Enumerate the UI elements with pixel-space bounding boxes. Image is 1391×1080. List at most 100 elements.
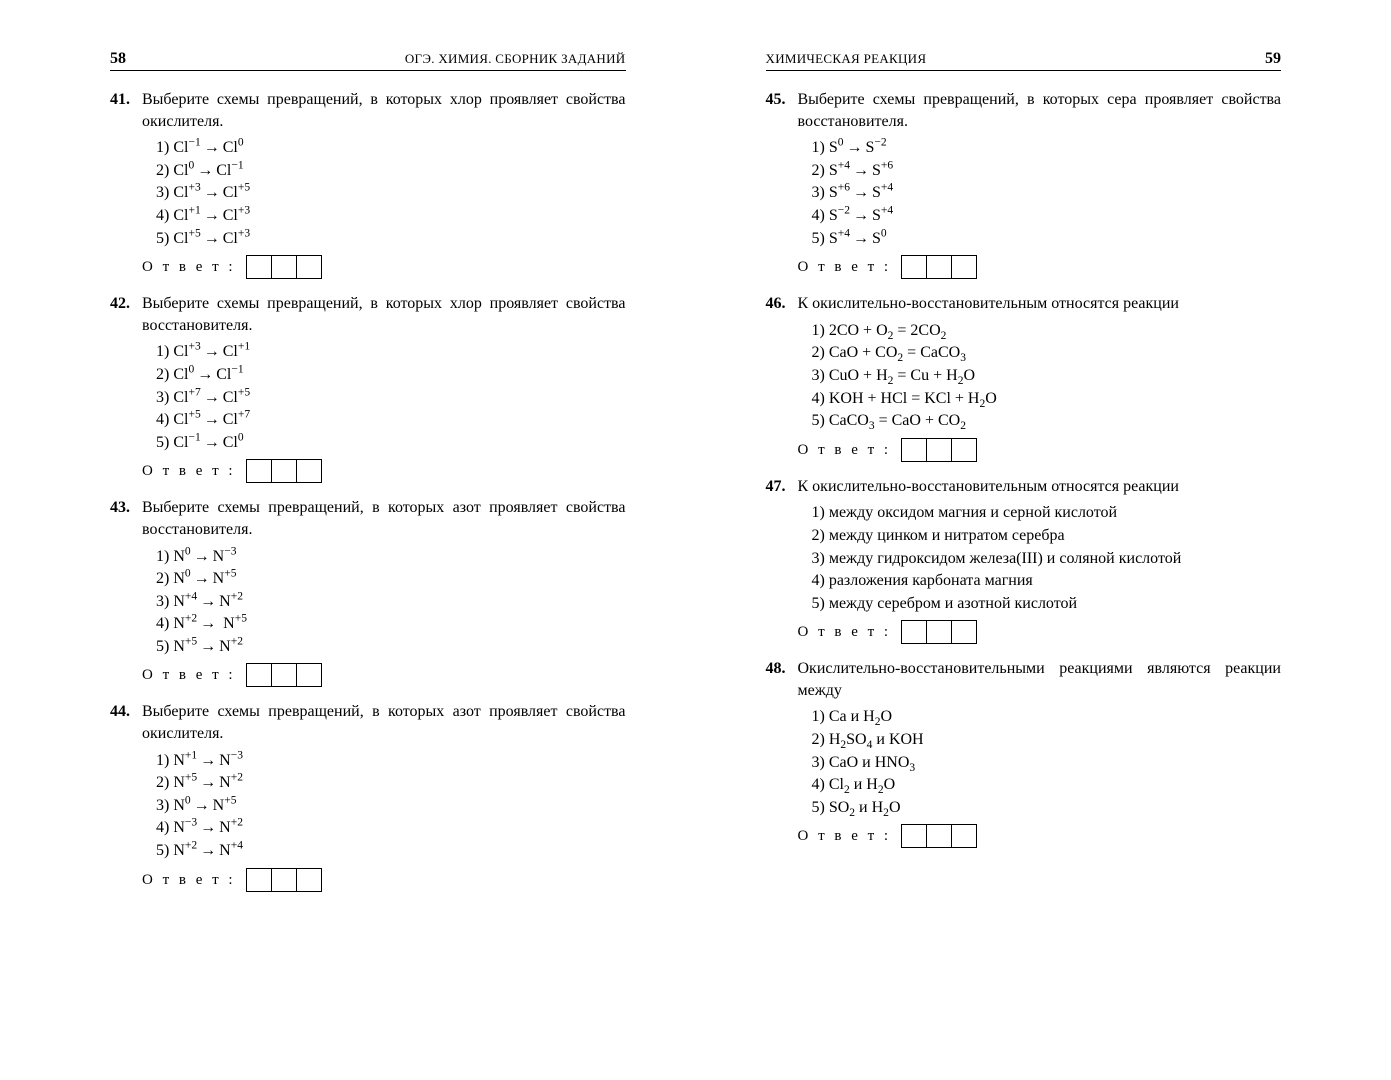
options-list: 1) Cl+3→Cl+1 2) Cl0→Cl−1 3) Cl+7→Cl+5 4)… xyxy=(156,341,626,453)
problem-47: 47. К окислительно-восстановительным отн… xyxy=(766,476,1282,645)
answer-box[interactable] xyxy=(296,868,322,892)
problem-head: 41. Выберите схемы превращений, в которы… xyxy=(110,89,626,132)
problem-number: 43. xyxy=(110,497,142,519)
options-list: 1) между оксидом магния и серной кислото… xyxy=(812,502,1282,614)
problem-text: К окислительно-восстановительным относят… xyxy=(798,476,1179,498)
option: 2) между цинком и нитратом серебра xyxy=(812,525,1282,547)
options-list: 1) 2CO + O2 = 2CO2 2) CaO + CO2 = CaCO3 … xyxy=(812,320,1282,432)
problem-43: 43. Выберите схемы превращений, в которы… xyxy=(110,497,626,687)
option: 5) Cl+5→Cl+3 xyxy=(156,228,626,250)
answer-box[interactable] xyxy=(951,620,977,644)
answer-label: О т в е т : xyxy=(798,257,892,277)
option: 1) Cl−1→Cl0 xyxy=(156,137,626,159)
problem-text: Выберите схемы превращений, в которых аз… xyxy=(142,701,626,744)
problem-text: К окислительно-восстановительным относят… xyxy=(798,293,1179,315)
problem-number: 44. xyxy=(110,701,142,723)
option: 2) N0→N+5 xyxy=(156,568,626,590)
answer-box[interactable] xyxy=(926,438,952,462)
answer-box[interactable] xyxy=(901,620,927,644)
problem-text: Выберите схемы превращений, в которых се… xyxy=(798,89,1282,132)
answer-box[interactable] xyxy=(951,438,977,462)
problem-number: 42. xyxy=(110,293,142,315)
option: 1) N0→N−3 xyxy=(156,546,626,568)
page-header-right: ХИМИЧЕСКАЯ РЕАКЦИЯ 59 xyxy=(766,50,1282,71)
option: 4) S−2→S+4 xyxy=(812,205,1282,227)
answer-box[interactable] xyxy=(296,663,322,687)
answer-row: О т в е т : xyxy=(142,255,626,279)
problem-45: 45. Выберите схемы превращений, в которы… xyxy=(766,89,1282,279)
answer-label: О т в е т : xyxy=(142,665,236,685)
answer-box[interactable] xyxy=(271,255,297,279)
answer-label: О т в е т : xyxy=(142,461,236,481)
answer-box[interactable] xyxy=(901,824,927,848)
answer-box[interactable] xyxy=(246,255,272,279)
page-spread: 58 ОГЭ. ХИМИЯ. СБОРНИК ЗАДАНИЙ 41. Выбер… xyxy=(0,0,1391,1080)
answer-boxes[interactable] xyxy=(246,868,322,892)
answer-box[interactable] xyxy=(296,255,322,279)
option: 2) Cl0→Cl−1 xyxy=(156,160,626,182)
answer-box[interactable] xyxy=(901,255,927,279)
answer-box[interactable] xyxy=(951,824,977,848)
options-list: 1) Ca и H2O 2) H2SO4 и KOH 3) CaO и HNO3… xyxy=(812,706,1282,818)
problem-text: Выберите схемы превращений, в которых хл… xyxy=(142,293,626,336)
answer-box[interactable] xyxy=(296,459,322,483)
answer-boxes[interactable] xyxy=(901,620,977,644)
option: 3) CuO + H2 = Cu + H2O xyxy=(812,365,1282,387)
answer-box[interactable] xyxy=(271,459,297,483)
answer-label: О т в е т : xyxy=(798,622,892,642)
page-number-left: 58 xyxy=(110,50,126,68)
option: 5) SO2 и H2O xyxy=(812,797,1282,819)
answer-row: О т в е т : xyxy=(798,255,1282,279)
option: 3) CaO и HNO3 xyxy=(812,752,1282,774)
answer-box[interactable] xyxy=(271,868,297,892)
page-left: 58 ОГЭ. ХИМИЯ. СБОРНИК ЗАДАНИЙ 41. Выбер… xyxy=(0,50,696,1030)
option: 5) между серебром и азотной кислотой xyxy=(812,593,1282,615)
options-list: 1) N0→N−3 2) N0→N+5 3) N+4→N+2 4) N+2→ N… xyxy=(156,546,626,658)
answer-box[interactable] xyxy=(926,824,952,848)
problem-head: 48. Окислительно-восстановительными реак… xyxy=(766,658,1282,701)
option: 4) Cl+1→Cl+3 xyxy=(156,205,626,227)
option: 1) S0→S−2 xyxy=(812,137,1282,159)
option: 4) N+2→ N+5 xyxy=(156,613,626,635)
answer-boxes[interactable] xyxy=(246,663,322,687)
problem-head: 43. Выберите схемы превращений, в которы… xyxy=(110,497,626,540)
answer-boxes[interactable] xyxy=(246,459,322,483)
option: 5) Cl−1→Cl0 xyxy=(156,432,626,454)
answer-box[interactable] xyxy=(926,255,952,279)
problem-head: 45. Выберите схемы превращений, в которы… xyxy=(766,89,1282,132)
answer-box[interactable] xyxy=(246,459,272,483)
answer-row: О т в е т : xyxy=(142,459,626,483)
answer-box[interactable] xyxy=(926,620,952,644)
answer-label: О т в е т : xyxy=(798,440,892,460)
answer-box[interactable] xyxy=(271,663,297,687)
problem-number: 46. xyxy=(766,293,798,315)
answer-label: О т в е т : xyxy=(142,257,236,277)
answer-box[interactable] xyxy=(901,438,927,462)
problem-head: 42. Выберите схемы превращений, в которы… xyxy=(110,293,626,336)
answer-row: О т в е т : xyxy=(142,868,626,892)
answer-boxes[interactable] xyxy=(901,255,977,279)
header-title-left: ОГЭ. ХИМИЯ. СБОРНИК ЗАДАНИЙ xyxy=(405,51,626,67)
answer-boxes[interactable] xyxy=(901,824,977,848)
option: 4) KOH + HCl = KCl + H2O xyxy=(812,388,1282,410)
answer-boxes[interactable] xyxy=(901,438,977,462)
option: 2) H2SO4 и KOH xyxy=(812,729,1282,751)
answer-box[interactable] xyxy=(246,868,272,892)
option: 3) S+6→S+4 xyxy=(812,182,1282,204)
option: 3) N+4→N+2 xyxy=(156,591,626,613)
option: 3) Cl+7→Cl+5 xyxy=(156,387,626,409)
option: 2) S+4→S+6 xyxy=(812,160,1282,182)
problem-head: 47. К окислительно-восстановительным отн… xyxy=(766,476,1282,498)
option: 4) разложения карбоната магния xyxy=(812,570,1282,592)
option: 3) N0→N+5 xyxy=(156,795,626,817)
answer-box[interactable] xyxy=(951,255,977,279)
answer-row: О т в е т : xyxy=(798,620,1282,644)
problem-head: 46. К окислительно-восстановительным отн… xyxy=(766,293,1282,315)
option: 1) N+1→N−3 xyxy=(156,750,626,772)
problem-46: 46. К окислительно-восстановительным отн… xyxy=(766,293,1282,462)
answer-boxes[interactable] xyxy=(246,255,322,279)
option: 4) Cl+5→Cl+7 xyxy=(156,409,626,431)
option: 5) S+4→S0 xyxy=(812,228,1282,250)
answer-box[interactable] xyxy=(246,663,272,687)
problem-44: 44. Выберите схемы превращений, в которы… xyxy=(110,701,626,891)
